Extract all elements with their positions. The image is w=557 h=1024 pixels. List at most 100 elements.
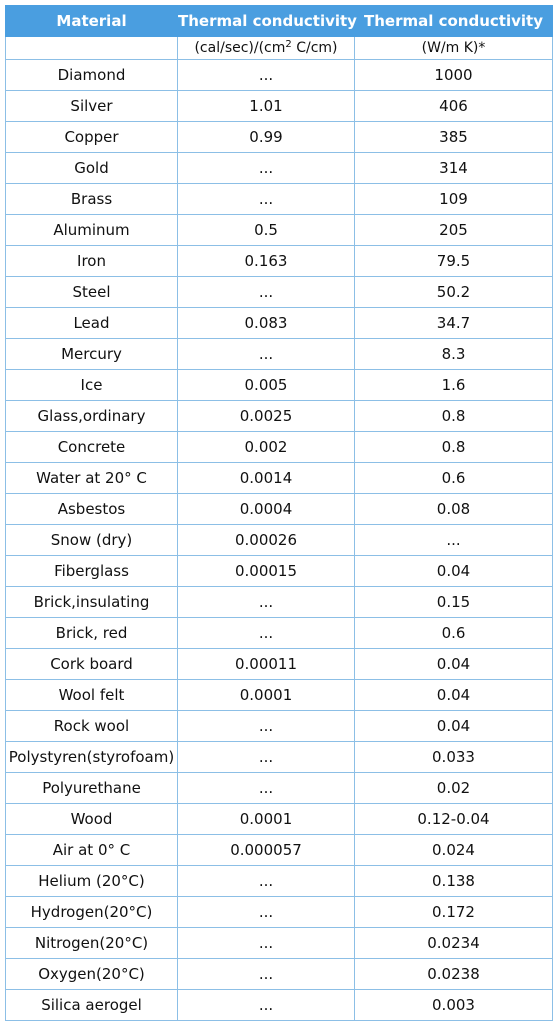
cell-cal-value: ...: [177, 927, 355, 959]
table-row: Ice 0.005 1.6: [5, 369, 553, 401]
cell-w-value: 0.04: [354, 710, 553, 742]
table-row: Glass,ordinary 0.0025 0.8: [5, 400, 553, 432]
cell-w-value: 0.04: [354, 555, 553, 587]
table-body: Diamond... 1000 Silver 1.01 406 Copper 0.99 385…: [5, 59, 553, 1021]
table-row: Oxygen(20°C)... 0.0238: [5, 958, 553, 990]
units-cal-sup: 2: [285, 39, 292, 50]
cell-material: Aluminum: [5, 214, 178, 246]
table-row: Asbestos 0.0004 0.08: [5, 493, 553, 525]
cell-material: Fiberglass: [5, 555, 178, 587]
cell-cal-value: ...: [177, 865, 355, 897]
cell-material: Lead: [5, 307, 178, 339]
cell-w-value: 109: [354, 183, 553, 215]
header-row: Material Thermal conductivity Thermal co…: [5, 5, 553, 37]
cell-w-value: 1.6: [354, 369, 553, 401]
cell-material: Ice: [5, 369, 178, 401]
cell-cal-value: ...: [177, 276, 355, 308]
table-row: Water at 20° C 0.0014 0.6: [5, 462, 553, 494]
cell-cal-value: ...: [177, 989, 355, 1021]
cell-material: Asbestos: [5, 493, 178, 525]
cell-material: Helium (20°C): [5, 865, 178, 897]
cell-w-value: 0.02: [354, 772, 553, 804]
thermal-conductivity-table-container: Material Thermal conductivity Thermal co…: [5, 5, 553, 1021]
thermal-conductivity-table: Material Thermal conductivity Thermal co…: [5, 5, 553, 1021]
cell-cal-value: ...: [177, 59, 355, 91]
cell-cal-value: ...: [177, 183, 355, 215]
cell-w-value: 1000: [354, 59, 553, 91]
units-material: [5, 36, 178, 60]
cell-material: Wool felt: [5, 679, 178, 711]
table-row: Rock wool... 0.04: [5, 710, 553, 742]
header-material: Material: [5, 5, 178, 37]
table-row: Gold... 314: [5, 152, 553, 184]
table-row: Hydrogen(20°C)... 0.172: [5, 896, 553, 928]
cell-w-value: 50.2: [354, 276, 553, 308]
table-row: Aluminum 0.5 205: [5, 214, 553, 246]
cell-w-value: 0.033: [354, 741, 553, 773]
cell-cal-value: 0.00011: [177, 648, 355, 680]
cell-material: Cork board: [5, 648, 178, 680]
cell-cal-value: 0.000057: [177, 834, 355, 866]
cell-w-value: 34.7: [354, 307, 553, 339]
cell-w-value: 0.15: [354, 586, 553, 618]
table-row: Lead 0.083 34.7: [5, 307, 553, 339]
table-row: Fiberglass 0.00015 0.04: [5, 555, 553, 587]
table-row: Steel... 50.2: [5, 276, 553, 308]
cell-w-value: 0.04: [354, 679, 553, 711]
cell-cal-value: 1.01: [177, 90, 355, 122]
cell-cal-value: ...: [177, 896, 355, 928]
units-cal-post: C/cm): [291, 40, 338, 56]
cell-cal-value: ...: [177, 772, 355, 804]
cell-w-value: 0.172: [354, 896, 553, 928]
cell-w-value: 0.08: [354, 493, 553, 525]
cell-cal-value: 0.0001: [177, 679, 355, 711]
table-row: Diamond... 1000: [5, 59, 553, 91]
units-body: (cal/sec)/(cm2 C/cm) (W/m K)*: [5, 36, 553, 60]
cell-w-value: 0.0234: [354, 927, 553, 959]
table-row: Brick, red... 0.6: [5, 617, 553, 649]
table-row: Snow (dry) 0.00026...: [5, 524, 553, 556]
cell-cal-value: ...: [177, 586, 355, 618]
cell-cal-value: 0.0025: [177, 400, 355, 432]
cell-material: Polyurethane: [5, 772, 178, 804]
table-row: Brass... 109: [5, 183, 553, 215]
cell-cal-value: ...: [177, 958, 355, 990]
cell-material: Snow (dry): [5, 524, 178, 556]
cell-material: Steel: [5, 276, 178, 308]
cell-cal-value: ...: [177, 710, 355, 742]
cell-cal-value: ...: [177, 338, 355, 370]
table-row: Wool felt 0.0001 0.04: [5, 679, 553, 711]
cell-material: Air at 0° C: [5, 834, 178, 866]
cell-w-value: 0.8: [354, 431, 553, 463]
cell-material: Concrete: [5, 431, 178, 463]
cell-w-value: ...: [354, 524, 553, 556]
cell-w-value: 79.5: [354, 245, 553, 277]
cell-w-value: 314: [354, 152, 553, 184]
cell-material: Diamond: [5, 59, 178, 91]
cell-material: Iron: [5, 245, 178, 277]
table-row: Air at 0° C 0.000057 0.024: [5, 834, 553, 866]
cell-w-value: 0.6: [354, 462, 553, 494]
cell-w-value: 0.6: [354, 617, 553, 649]
units-w: (W/m K)*: [354, 36, 553, 60]
table-row: Wood 0.0001 0.12-0.04: [5, 803, 553, 835]
header-thermal-conductivity-w: Thermal conductivity: [354, 5, 553, 37]
cell-material: Hydrogen(20°C): [5, 896, 178, 928]
cell-material: Silver: [5, 90, 178, 122]
cell-cal-value: 0.0001: [177, 803, 355, 835]
header-thermal-conductivity-cal: Thermal conductivity: [177, 5, 357, 37]
cell-material: Gold: [5, 152, 178, 184]
table-row: Silver 1.01 406: [5, 90, 553, 122]
table-row: Concrete 0.002 0.8: [5, 431, 553, 463]
cell-w-value: 0.04: [354, 648, 553, 680]
cell-material: Rock wool: [5, 710, 178, 742]
cell-material: Mercury: [5, 338, 178, 370]
cell-material: Water at 20° C: [5, 462, 178, 494]
cell-w-value: 406: [354, 90, 553, 122]
cell-cal-value: 0.163: [177, 245, 355, 277]
cell-cal-value: 0.002: [177, 431, 355, 463]
cell-w-value: 205: [354, 214, 553, 246]
cell-material: Silica aerogel: [5, 989, 178, 1021]
cell-cal-value: ...: [177, 741, 355, 773]
cell-cal-value: ...: [177, 617, 355, 649]
